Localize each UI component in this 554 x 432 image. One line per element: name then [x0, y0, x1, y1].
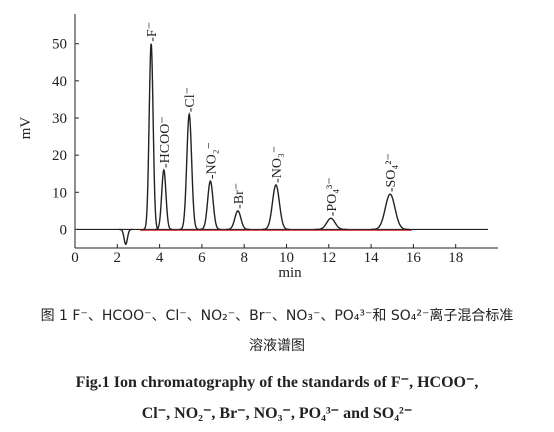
- x-tick-label: 6: [198, 250, 206, 266]
- x-tick-label: 16: [406, 250, 422, 266]
- caption-cn: 溶液谱图: [249, 338, 305, 354]
- y-tick-label: 30: [52, 111, 67, 127]
- peak-label: -F⁻: [145, 22, 160, 42]
- y-axis-label: mV: [18, 117, 34, 140]
- x-tick-label: 2: [114, 250, 122, 266]
- peak-label: -SO₄²⁻: [384, 153, 399, 192]
- peak-label: -HCOO⁻: [158, 116, 173, 168]
- peak: [262, 183, 290, 231]
- peak-label: -NO₂⁻: [204, 142, 219, 179]
- peak: [155, 168, 173, 231]
- y-tick-label: 40: [52, 74, 67, 90]
- y-tick-label: 10: [52, 185, 67, 201]
- x-axis-label: min: [278, 265, 302, 281]
- caption-en: Cl⁻, NO₂⁻, Br⁻, NO₃⁻, PO₄³⁻ and SO₄²⁻: [142, 405, 413, 422]
- peak-label: -Br⁻: [232, 183, 247, 209]
- peak: [179, 111, 199, 231]
- y-tick-label: 50: [52, 37, 67, 53]
- y-tick-label: 0: [60, 222, 68, 238]
- peak: [199, 180, 222, 231]
- x-tick-label: 4: [156, 250, 164, 266]
- x-tick-label: 18: [448, 250, 463, 266]
- peak: [370, 193, 410, 231]
- caption-en: Fig.1 Ion chromatography of the standard…: [76, 374, 479, 391]
- peak: [314, 217, 348, 231]
- x-tick-label: 12: [321, 250, 336, 266]
- x-tick-label: 8: [240, 250, 248, 266]
- x-tick-label: 0: [71, 250, 79, 266]
- x-tick-label: 10: [279, 250, 294, 266]
- peak: [119, 228, 133, 246]
- peak-label: -NO₃⁻: [270, 146, 285, 183]
- peak: [225, 210, 250, 231]
- peak-label: -Cl⁻: [183, 87, 198, 112]
- caption-cn: 图 1 F⁻、HCOO⁻、Cl⁻、NO₂⁻、Br⁻、NO₃⁻、PO₄³⁻和 SO…: [41, 307, 514, 324]
- x-tick-label: 14: [364, 250, 380, 266]
- peak: [143, 43, 160, 231]
- y-tick-label: 20: [52, 148, 67, 164]
- peak-label: -PO₄³⁻: [325, 177, 340, 216]
